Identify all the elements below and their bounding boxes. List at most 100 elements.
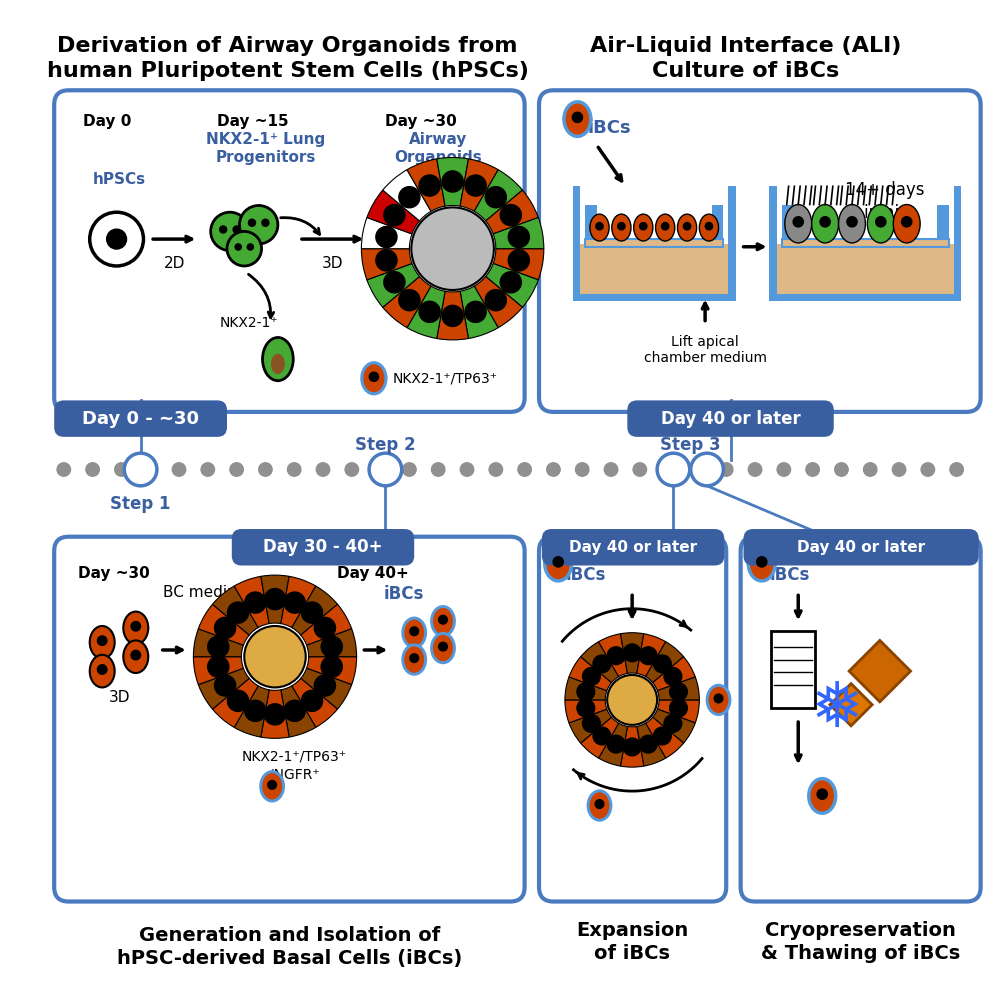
Circle shape: [245, 700, 266, 721]
Text: Air-Liquid Interface (ALI)
Culture of iBCs: Air-Liquid Interface (ALI) Culture of iB…: [590, 36, 901, 81]
Wedge shape: [486, 264, 538, 308]
FancyBboxPatch shape: [782, 205, 794, 239]
Wedge shape: [474, 277, 523, 328]
Wedge shape: [193, 656, 243, 684]
FancyBboxPatch shape: [712, 205, 723, 239]
Wedge shape: [367, 264, 419, 308]
Ellipse shape: [588, 791, 611, 821]
Circle shape: [465, 301, 486, 323]
Circle shape: [411, 207, 494, 290]
Text: 3D: 3D: [322, 256, 344, 271]
Text: 2D: 2D: [163, 256, 185, 271]
Ellipse shape: [699, 214, 718, 241]
Wedge shape: [307, 628, 357, 656]
Circle shape: [820, 217, 831, 227]
Circle shape: [208, 636, 229, 657]
Circle shape: [748, 463, 762, 476]
Text: Day 40 or later: Day 40 or later: [660, 409, 801, 427]
Wedge shape: [645, 641, 683, 682]
Circle shape: [661, 222, 669, 230]
Wedge shape: [565, 677, 607, 700]
Wedge shape: [281, 577, 316, 627]
Circle shape: [664, 714, 681, 732]
FancyBboxPatch shape: [573, 186, 581, 302]
Ellipse shape: [655, 214, 674, 241]
Text: Day 40+: Day 40+: [338, 566, 409, 581]
Ellipse shape: [564, 102, 591, 136]
Ellipse shape: [124, 640, 148, 673]
Circle shape: [98, 664, 107, 674]
Text: NKX2-1⁺/TP63⁺: NKX2-1⁺/TP63⁺: [393, 372, 498, 385]
Wedge shape: [261, 690, 289, 738]
FancyBboxPatch shape: [585, 239, 723, 247]
Circle shape: [901, 217, 911, 227]
Ellipse shape: [612, 214, 631, 241]
Text: ❅: ❅: [811, 679, 863, 739]
Circle shape: [410, 653, 418, 662]
Text: iBCs: iBCs: [770, 566, 810, 584]
Circle shape: [261, 218, 270, 227]
Circle shape: [288, 463, 301, 476]
FancyBboxPatch shape: [585, 205, 597, 239]
Text: Day 30 - 40+: Day 30 - 40+: [263, 538, 382, 557]
Wedge shape: [599, 723, 627, 766]
Wedge shape: [234, 577, 269, 627]
Ellipse shape: [261, 772, 284, 801]
Wedge shape: [407, 159, 445, 211]
Circle shape: [98, 635, 107, 645]
Circle shape: [244, 626, 306, 687]
Circle shape: [265, 704, 286, 725]
Wedge shape: [569, 656, 612, 690]
Ellipse shape: [839, 204, 866, 243]
Circle shape: [208, 656, 229, 677]
Circle shape: [419, 301, 440, 323]
Circle shape: [508, 226, 529, 248]
Circle shape: [383, 272, 405, 293]
Wedge shape: [652, 656, 695, 690]
Text: Day 0 - ~30: Day 0 - ~30: [82, 409, 199, 427]
Text: iBCs: iBCs: [587, 120, 630, 137]
Circle shape: [465, 175, 486, 196]
Circle shape: [489, 463, 503, 476]
Circle shape: [793, 217, 804, 227]
Ellipse shape: [812, 204, 839, 243]
Ellipse shape: [893, 204, 920, 243]
Ellipse shape: [402, 619, 425, 647]
FancyBboxPatch shape: [573, 294, 736, 302]
Circle shape: [57, 463, 71, 476]
Circle shape: [608, 735, 624, 753]
Wedge shape: [367, 190, 419, 234]
Circle shape: [239, 205, 278, 244]
Text: NKX2-1⁺ Lung
Progenitors: NKX2-1⁺ Lung Progenitors: [206, 131, 325, 165]
Circle shape: [690, 453, 723, 486]
Circle shape: [214, 675, 236, 696]
FancyBboxPatch shape: [232, 529, 414, 566]
Ellipse shape: [785, 204, 812, 243]
FancyBboxPatch shape: [777, 244, 954, 294]
Wedge shape: [212, 678, 258, 727]
Circle shape: [662, 463, 675, 476]
Circle shape: [265, 589, 286, 610]
Circle shape: [618, 222, 625, 230]
Wedge shape: [362, 217, 412, 249]
Text: NKX2-1⁺: NKX2-1⁺: [220, 316, 279, 330]
Text: 3D: 3D: [109, 690, 130, 705]
FancyBboxPatch shape: [581, 244, 728, 294]
Circle shape: [847, 217, 858, 227]
Circle shape: [302, 602, 323, 623]
Text: hPSCs: hPSCs: [93, 172, 145, 187]
Circle shape: [259, 463, 272, 476]
Circle shape: [547, 463, 560, 476]
Circle shape: [227, 231, 262, 266]
Circle shape: [419, 175, 440, 196]
Circle shape: [115, 463, 128, 476]
Circle shape: [107, 229, 126, 249]
Circle shape: [485, 186, 506, 208]
Circle shape: [370, 453, 401, 486]
Wedge shape: [565, 700, 607, 723]
Circle shape: [90, 212, 143, 266]
Circle shape: [508, 250, 529, 271]
FancyBboxPatch shape: [54, 91, 525, 412]
Ellipse shape: [431, 633, 454, 662]
Circle shape: [398, 290, 420, 311]
